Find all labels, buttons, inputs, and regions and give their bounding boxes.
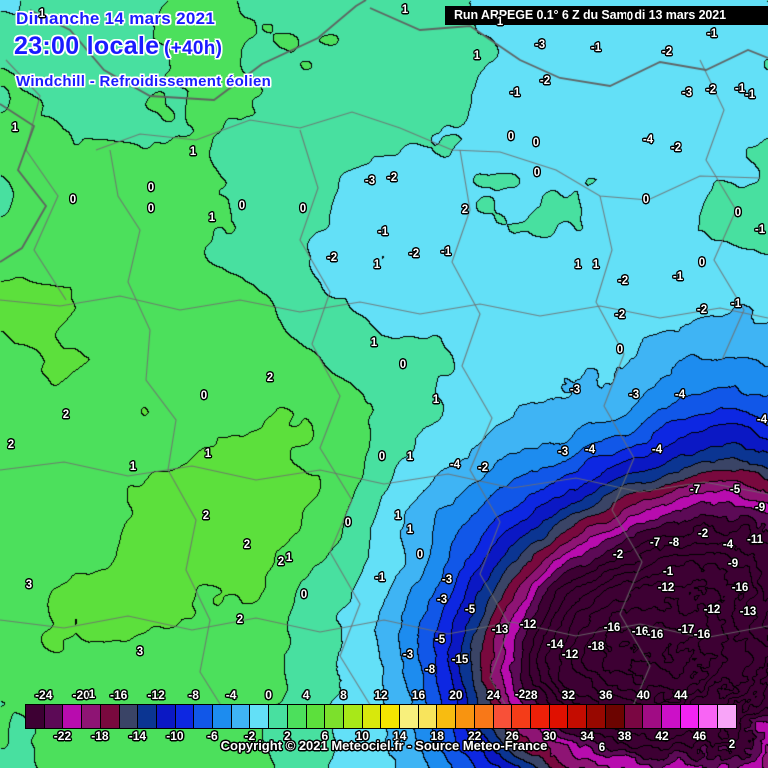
scale-tick-lower: -2	[244, 729, 256, 743]
scale-tick-upper: 8	[340, 688, 347, 702]
color-swatch	[718, 705, 736, 728]
scale-tick-lower: -14	[128, 729, 147, 743]
scale-tick-upper: 24	[486, 688, 501, 702]
scale-tick-lower: 26	[505, 729, 519, 743]
color-swatch	[343, 705, 363, 728]
scale-tick-upper: 12	[374, 688, 388, 702]
scale-tick-lower: -6	[207, 729, 218, 743]
color-swatch	[362, 705, 382, 728]
scale-tick-upper: 0	[265, 688, 272, 702]
scale-tick-upper: 20	[449, 688, 463, 702]
map-date-label: Dimanche 14 mars 2021	[16, 9, 216, 28]
map-time-label: 23:00 locale	[14, 32, 160, 60]
scale-tick-lower: 30	[542, 729, 557, 743]
scale-tick-lower: 10	[355, 729, 369, 743]
color-swatch	[512, 705, 531, 728]
color-swatch	[82, 705, 101, 728]
color-swatch	[138, 705, 157, 728]
scale-tick-upper: 16	[411, 688, 426, 702]
scale-tick-lower: 6	[321, 729, 329, 743]
color-swatch	[287, 705, 307, 728]
map-parameter-label: Windchill - Refroidissement éolien	[16, 73, 272, 90]
scale-tick-lower: 46	[692, 729, 707, 743]
scale-tick-upper: 28	[524, 688, 538, 702]
scale-tick-lower: 34	[580, 729, 594, 743]
color-scale-legend: -24 -20 -16 -12 -8 -4 0 4 8 12 16 20 24 28 32 36 40 44 -22…	[0, 688, 768, 768]
color-swatch	[530, 705, 550, 728]
color-swatch	[624, 705, 644, 728]
color-swatch	[231, 705, 251, 728]
scale-tick-lower: -18	[91, 729, 109, 743]
scale-tick-lower: 22	[467, 729, 482, 743]
color-swatch	[456, 705, 475, 728]
color-swatch	[306, 705, 326, 728]
model-run-banner: Run ARPEGE 0.1° 6 Z du Samedi 13 mars 20…	[445, 6, 768, 25]
scale-tick-upper: 36	[599, 688, 613, 702]
scale-tick-upper: -12	[147, 688, 165, 702]
color-swatch	[643, 705, 662, 728]
color-swatch	[493, 705, 513, 728]
color-swatch	[175, 705, 195, 728]
scale-tick-upper: -4	[225, 688, 237, 702]
color-swatch	[26, 705, 45, 728]
color-swatch	[568, 705, 588, 728]
scale-tick-lower: 18	[430, 729, 444, 743]
color-swatch	[100, 705, 120, 728]
scale-tick-upper: -8	[188, 688, 199, 702]
color-swatch	[119, 705, 139, 728]
color-swatch	[680, 705, 700, 728]
color-swatch	[63, 705, 83, 728]
map-leadtime-label: (+40h)	[164, 38, 223, 59]
scale-tick-lower: 42	[655, 729, 669, 743]
color-swatch	[269, 705, 288, 728]
color-swatch	[699, 705, 719, 728]
color-swatch	[400, 705, 419, 728]
scale-tick-lower: -22	[53, 729, 72, 743]
color-swatch	[213, 705, 232, 728]
color-swatch	[549, 705, 569, 728]
color-swatch	[605, 705, 625, 728]
scale-tick-lower: 2	[283, 729, 291, 743]
scale-tick-upper: 44	[674, 688, 688, 702]
color-swatch	[418, 705, 438, 728]
scale-tick-lower: 14	[393, 729, 407, 743]
copyright-notice: Copyright © 2021 Meteociel.fr - Source M…	[220, 738, 548, 753]
scale-tick-upper: -16	[110, 688, 128, 702]
color-swatch	[381, 705, 401, 728]
color-swatch	[156, 705, 176, 728]
scale-tick-upper: 40	[636, 688, 650, 702]
color-swatch	[194, 705, 214, 728]
color-swatch	[250, 705, 270, 728]
color-swatch	[325, 705, 344, 728]
scale-tick-upper: 4	[302, 688, 310, 702]
scale-tick-upper: 32	[561, 688, 576, 702]
color-swatch	[44, 705, 64, 728]
scale-tick-lower: -10	[166, 729, 184, 743]
color-swatch	[661, 705, 681, 728]
color-swatch	[437, 705, 457, 728]
color-swatch	[474, 705, 494, 728]
scale-tick-upper: -20	[72, 688, 90, 702]
color-swatch	[587, 705, 606, 728]
scale-tick-lower: 38	[617, 729, 632, 743]
scale-tick-upper: -24	[35, 688, 53, 702]
color-scale-bar[interactable]	[25, 704, 737, 729]
